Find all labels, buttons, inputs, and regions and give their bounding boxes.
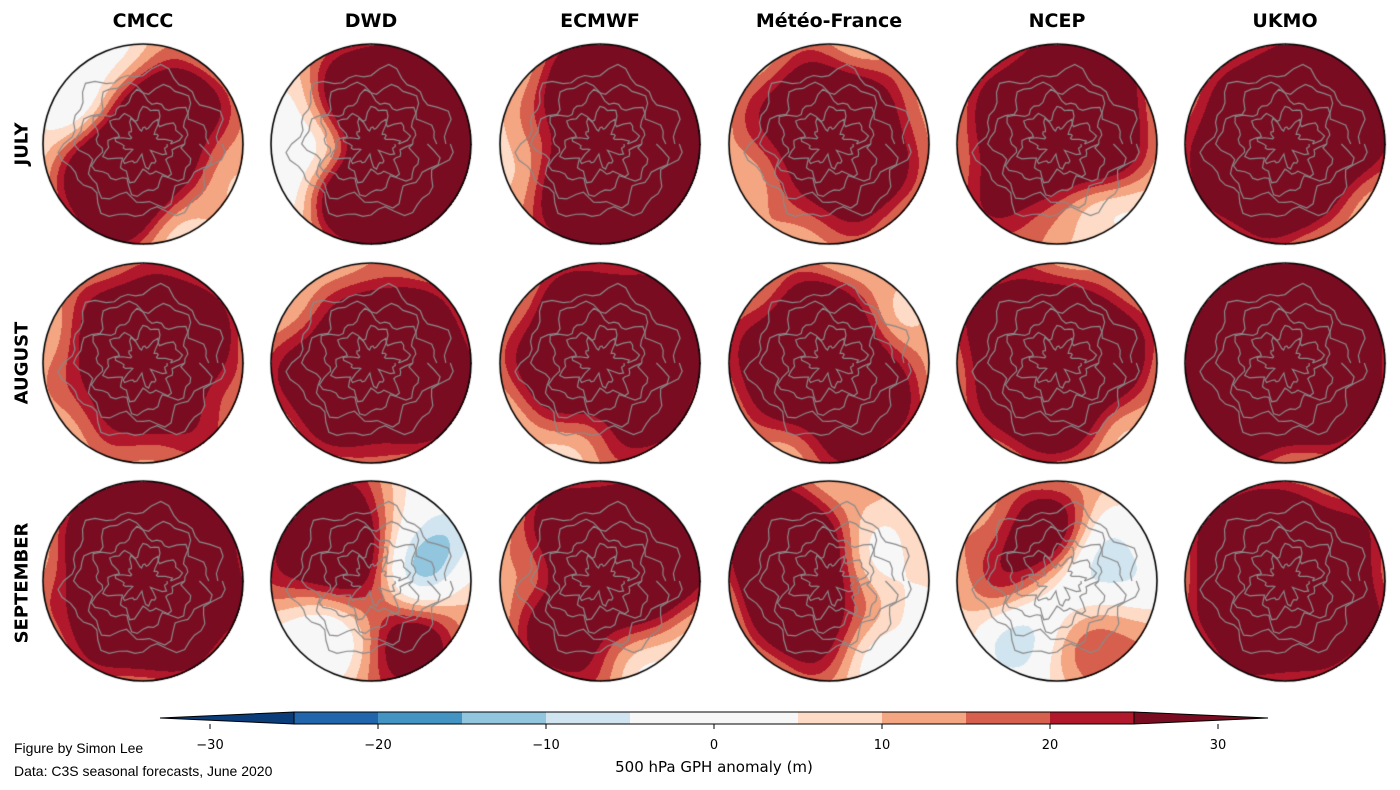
colorbar-tick-label: 10 <box>873 738 891 753</box>
forecast-map-august-5 <box>955 261 1159 465</box>
colorbar-swatch <box>1050 712 1134 724</box>
forecast-map-august-3 <box>498 261 702 465</box>
colorbar <box>159 711 1269 729</box>
column-title-3: ECMWF <box>560 10 640 32</box>
forecast-map-july-4 <box>727 42 931 246</box>
colorbar-swatch <box>378 712 462 724</box>
column-title-4: Météo-France <box>755 10 903 32</box>
colorbar-swatch <box>294 712 378 724</box>
forecast-map-august-1 <box>41 261 245 465</box>
colorbar-extend-high <box>1133 711 1269 725</box>
forecast-map-july-5 <box>955 42 1159 246</box>
credit-author: Figure by Simon Lee <box>14 740 144 756</box>
column-title-1: CMCC <box>112 10 174 32</box>
column-title-2: DWD <box>344 10 398 32</box>
colorbar-label: 500 hPa GPH anomaly (m) <box>615 758 813 776</box>
colorbar-tick-label: −20 <box>364 738 392 753</box>
forecast-map-september-1 <box>41 479 245 683</box>
forecast-map-september-6 <box>1183 479 1387 683</box>
forecast-map-july-3 <box>498 42 702 246</box>
credit-data-source: Data: C3S seasonal forecasts, June 2020 <box>14 763 273 779</box>
colorbar-swatch <box>630 712 798 724</box>
colorbar-swatch <box>798 712 882 724</box>
colorbar-swatch <box>882 712 966 724</box>
row-label-1: JULY <box>11 122 33 166</box>
colorbar-tick-label: −30 <box>196 738 224 753</box>
colorbar-swatch <box>546 712 630 724</box>
forecast-map-july-2 <box>269 42 473 246</box>
colorbar-swatch <box>966 712 1050 724</box>
forecast-map-august-6 <box>1183 261 1387 465</box>
forecast-map-july-6 <box>1183 42 1387 246</box>
colorbar-tick-label: 30 <box>1209 738 1227 753</box>
colorbar-swatch <box>462 712 546 724</box>
forecast-map-august-2 <box>269 261 473 465</box>
column-title-6: UKMO <box>1252 10 1318 32</box>
row-label-3: SEPTEMBER <box>11 522 33 644</box>
forecast-map-september-5 <box>955 479 1159 683</box>
colorbar-tick-label: 0 <box>709 738 719 753</box>
forecast-map-july-1 <box>41 42 245 246</box>
colorbar-extend-low <box>159 711 295 725</box>
forecast-map-september-2 <box>269 479 473 683</box>
forecast-map-september-3 <box>498 479 702 683</box>
forecast-map-august-4 <box>727 261 931 465</box>
colorbar-tick-label: 20 <box>1041 738 1059 753</box>
colorbar-tick-label: −10 <box>532 738 560 753</box>
forecast-map-september-4 <box>727 479 931 683</box>
row-label-2: AUGUST <box>11 321 33 405</box>
column-title-5: NCEP <box>1028 10 1086 32</box>
